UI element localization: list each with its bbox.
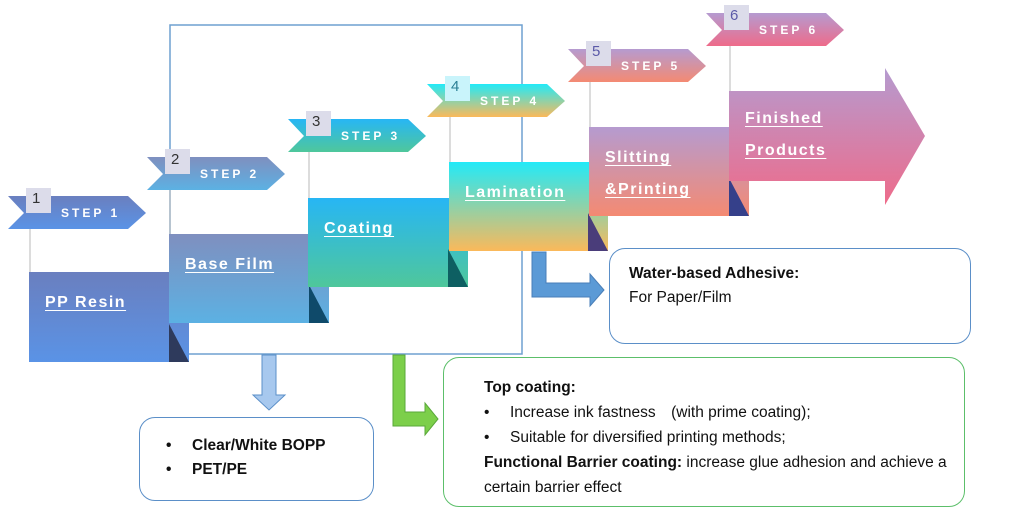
step-tag: STEP 1 [61,206,121,220]
step-number: 1 [32,190,41,207]
list-item: • PET/PE [166,458,326,482]
step-box [169,234,329,323]
step-label: Finished [745,110,823,127]
step-number: 2 [171,151,180,168]
fold-corner [309,285,329,323]
step-number-badge [306,111,331,136]
step-number-badge [26,188,51,213]
fold-corner [169,324,189,362]
coating-bent-arrow [392,354,439,437]
step-tag: STEP 6 [759,23,819,37]
step-number: 4 [451,78,460,95]
adhesive-text: For Paper/Film [629,289,732,306]
item-text: Increase ink fastness (with prime coatin… [510,404,811,421]
step-label: PP Resin [45,294,127,311]
list-item: • Increase ink fastness (with prime coati… [484,400,954,425]
step-number: 3 [312,113,321,130]
step-tag: STEP 5 [621,59,681,73]
item-text: Suitable for diversified printing method… [510,429,786,446]
lamination-note: Water-based Adhesive: For Paper/Film [609,248,971,344]
base-film-note: • Clear/White BOPP • PET/PE [139,417,374,501]
adhesive-heading: Water-based Adhesive: [629,265,800,282]
step-number: 5 [592,43,601,60]
fold-corner [448,249,468,287]
step-label: Base Film [185,256,275,273]
barrier-text: Functional Barrier coating: increase glu… [484,450,954,500]
step-label: Products [745,142,827,159]
barrier-description: increase glue adhesion and achieve a cer… [484,454,947,496]
step-tag: STEP 2 [200,167,260,181]
step-number-badge [724,5,749,30]
step-tag: STEP 4 [480,94,540,108]
coating-note: Top coating: • Increase ink fastness (wit… [443,357,965,507]
finished-arrow [729,68,925,205]
step-label: Lamination [465,184,566,201]
list-item: • Suitable for diversified printing metho… [484,425,954,450]
step-number-badge [165,149,190,174]
step-number: 6 [730,7,739,24]
item-text: PET/PE [192,461,248,478]
step-label: Slitting [605,149,672,166]
step-box [308,198,468,287]
item-text: Clear/White BOPP [192,437,326,454]
step-label: &Printing [605,181,691,198]
fold-corner [729,178,749,216]
step-number-badge [586,41,611,66]
list-item: • Clear/White BOPP [166,434,326,458]
top-coating-heading: Top coating: [484,379,576,396]
step-box [589,127,749,216]
step-box [449,162,608,251]
step-box [29,272,189,362]
fold-corner [588,213,608,251]
step-tag: STEP 3 [341,129,401,143]
step-label: Coating [324,220,395,237]
lamination-bent-arrow [531,251,605,308]
base-film-down-arrow [251,354,287,411]
barrier-label: Functional Barrier coating: [484,454,683,471]
step-number-badge [445,76,470,101]
